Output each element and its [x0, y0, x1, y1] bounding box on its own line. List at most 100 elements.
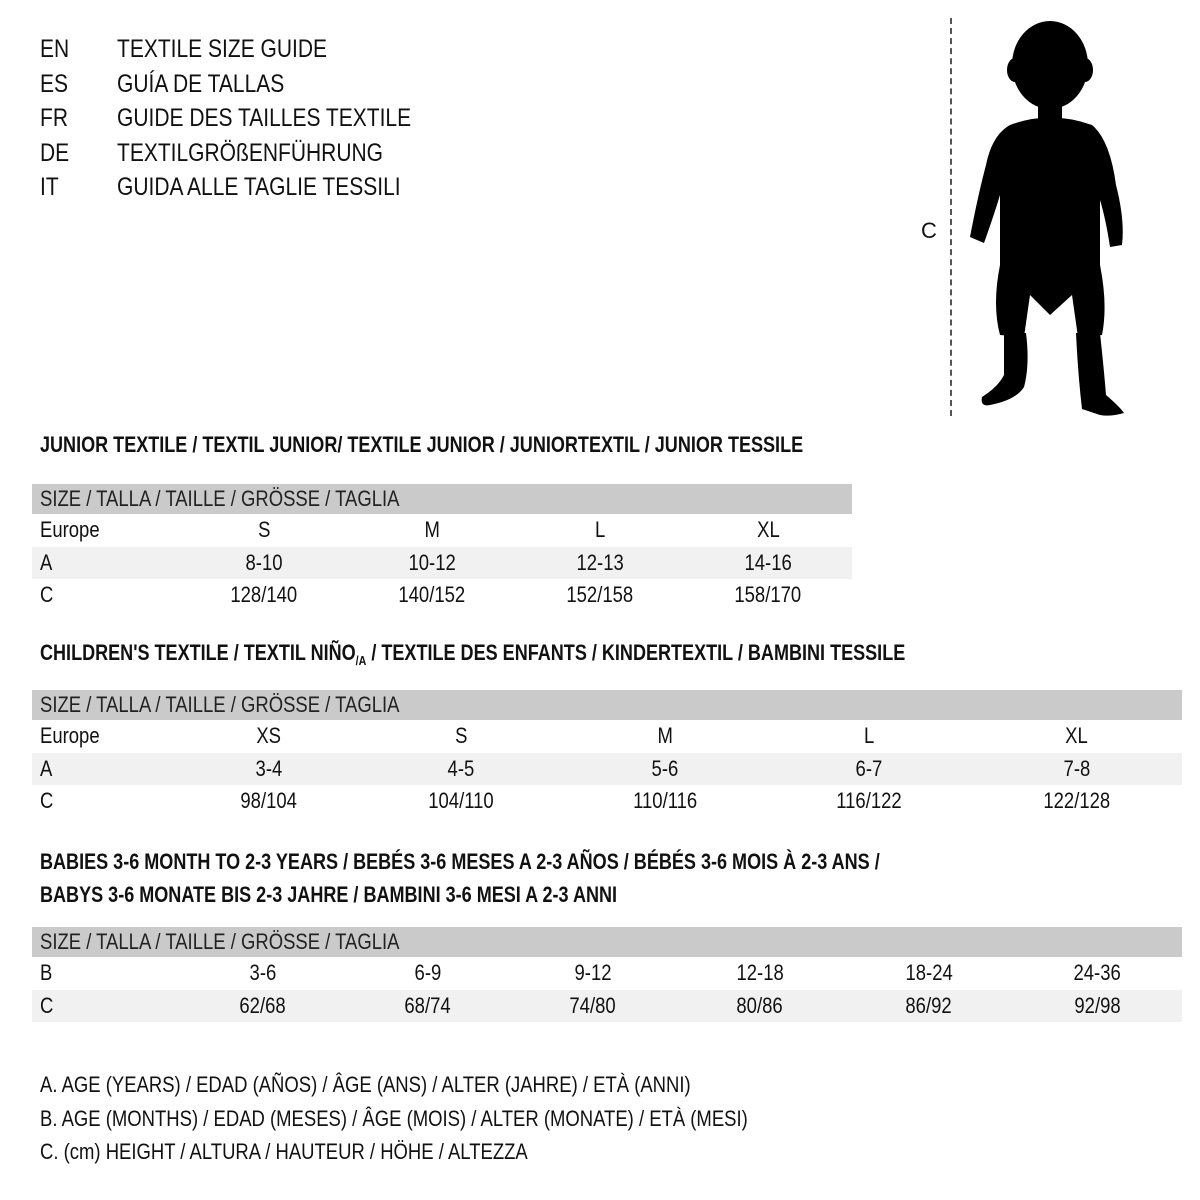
- row-label-cell: B: [32, 957, 180, 990]
- table-row: Europe S M L XL: [32, 514, 852, 547]
- cell-value: 128/140: [230, 582, 298, 608]
- cell-value: 110/116: [632, 788, 697, 814]
- cell-value: M: [657, 723, 673, 749]
- babies-heading-line-2: BABYS 3-6 MONATE BIS 2-3 JAHRE / BAMBINI…: [40, 882, 744, 908]
- cell-value: 68/74: [404, 992, 451, 1018]
- children-heading: CHILDREN'S TEXTILE / TEXTIL NIÑO/A / TEX…: [40, 640, 1095, 668]
- cell-value: 92/98: [1074, 992, 1121, 1018]
- language-titles: EN TEXTILE SIZE GUIDE ES GUÍA DE TALLAS FR…: [0, 32, 500, 207]
- lang-title: TEXTILE SIZE GUIDE: [117, 35, 328, 63]
- table-cell: 8-10: [180, 546, 348, 579]
- row-label-cell: C: [32, 989, 180, 1022]
- table-row: C 128/140 140/152 152/158 158/170: [32, 579, 852, 612]
- size-header-row: SIZE / TALLA / TAILLE / GRÖSSE / TAGLIA: [32, 927, 1182, 957]
- row-label: C: [40, 992, 54, 1018]
- table-cell: L: [766, 720, 972, 753]
- children-heading-text-rest: / TEXTILE DES ENFANTS / KINDERTEXTIL / B…: [366, 640, 906, 665]
- cell-value: 12-18: [736, 960, 784, 986]
- size-header-row: SIZE / TALLA / TAILLE / GRÖSSE / TAGLIA: [32, 484, 852, 514]
- cell-value: 6-7: [855, 755, 883, 781]
- cell-value: 3-4: [255, 755, 283, 781]
- table-cell: 3-6: [180, 957, 345, 990]
- table-cell: 10-12: [348, 546, 516, 579]
- height-measure-line: [950, 18, 952, 416]
- table-row: B 3-6 6-9 9-12 12-18 18-24 24-36: [32, 957, 1182, 990]
- cell-value: 74/80: [569, 992, 617, 1018]
- size-header-row: SIZE / TALLA / TAILLE / GRÖSSE / TAGLIA: [32, 690, 1182, 720]
- legend-text: B. AGE (MONTHS) / EDAD (MESES) / ÂGE (MO…: [40, 1106, 748, 1131]
- table-cell: 92/98: [1013, 989, 1182, 1022]
- children-heading-subscript: /A: [355, 653, 367, 668]
- cell-value: 140/152: [398, 582, 466, 608]
- table-cell: 140/152: [348, 579, 516, 612]
- cell-value: XL: [756, 517, 780, 543]
- table-cell: M: [564, 720, 766, 753]
- lang-code: IT: [40, 173, 59, 201]
- size-header-label: SIZE / TALLA / TAILLE / GRÖSSE / TAGLIA: [40, 929, 400, 954]
- junior-heading-text: JUNIOR TEXTILE / TEXTIL JUNIOR/ TEXTILE …: [40, 432, 804, 457]
- lang-code: DE: [40, 138, 70, 167]
- cell-value: L: [863, 723, 874, 749]
- junior-size-table: SIZE / TALLA / TAILLE / GRÖSSE / TAGLIA E…: [32, 484, 852, 612]
- table-cell: M: [348, 514, 516, 547]
- cell-value: 10-12: [408, 549, 456, 575]
- table-row: A 8-10 10-12 12-13 14-16: [32, 546, 852, 579]
- lang-title: GUIDA ALLE TAGLIE TESSILI: [117, 173, 401, 201]
- lang-code: EN: [40, 35, 70, 63]
- table-cell: 6-9: [345, 957, 510, 990]
- cell-value: 12-13: [576, 549, 624, 575]
- row-label: C: [40, 788, 54, 814]
- legend-a: A. AGE (YEARS) / EDAD (AÑOS) / ÂGE (ANS)…: [40, 1072, 815, 1098]
- cell-value: 104/110: [428, 788, 494, 814]
- cell-value: 4-5: [447, 755, 475, 781]
- cell-value: 8-10: [245, 549, 283, 575]
- cell-value: M: [424, 517, 440, 543]
- cell-value: 80/86: [736, 992, 784, 1018]
- cell-value: 86/92: [905, 992, 952, 1018]
- table-cell: 68/74: [345, 989, 511, 1022]
- cell-value: 3-6: [249, 960, 276, 986]
- lang-title: GUÍA DE TALLAS: [117, 69, 285, 98]
- table-cell: 9-12: [510, 957, 675, 990]
- table-cell: 74/80: [510, 989, 676, 1022]
- table-cell: 62/68: [180, 989, 346, 1022]
- cell-value: 6-9: [414, 960, 442, 986]
- lang-code: FR: [40, 104, 68, 132]
- cell-value: S: [257, 517, 271, 543]
- legend-c: C. (cm) HEIGHT / ALTURA / HAUTEUR / HÖHE…: [40, 1139, 621, 1165]
- table-cell: XS: [180, 720, 358, 753]
- row-label: Europe: [40, 517, 100, 543]
- legend-text: C. (cm) HEIGHT / ALTURA / HAUTEUR / HÖHE…: [40, 1139, 528, 1164]
- table-cell: 152/158: [516, 579, 684, 612]
- table-cell: 128/140: [180, 579, 348, 612]
- table-row: A 3-4 4-5 5-6 6-7 7-8: [32, 752, 1182, 785]
- cell-value: 62/68: [239, 992, 286, 1018]
- row-label-cell: Europe: [32, 514, 180, 547]
- babies-heading-line-1: BABIES 3-6 MONTH TO 2-3 YEARS / BEBÉS 3-…: [40, 849, 1064, 875]
- row-label: Europe: [40, 723, 100, 749]
- table-cell: 4-5: [357, 752, 564, 785]
- size-header-cell: SIZE / TALLA / TAILLE / GRÖSSE / TAGLIA: [32, 484, 852, 514]
- cell-value: 122/128: [1043, 788, 1111, 814]
- row-label: A: [40, 755, 53, 781]
- lang-code: ES: [40, 69, 69, 98]
- table-cell: 80/86: [675, 989, 845, 1022]
- size-header-cell: SIZE / TALLA / TAILLE / GRÖSSE / TAGLIA: [32, 690, 1182, 720]
- table-cell: 14-16: [684, 546, 852, 579]
- table-cell: 24-36: [1013, 957, 1182, 990]
- cell-value: 98/104: [240, 788, 298, 814]
- cell-value: XL: [1065, 723, 1089, 749]
- table-cell: 12-18: [676, 957, 845, 990]
- row-label-cell: C: [32, 579, 180, 612]
- cell-value: 116/122: [835, 788, 902, 814]
- table-cell: 122/128: [972, 785, 1182, 818]
- cell-value: 7-8: [1063, 755, 1091, 781]
- legend-text: A. AGE (YEARS) / EDAD (AÑOS) / ÂGE (ANS)…: [40, 1072, 691, 1097]
- junior-heading: JUNIOR TEXTILE / TEXTIL JUNIOR/ TEXTILE …: [40, 432, 971, 458]
- cell-value: 24-36: [1073, 960, 1122, 986]
- table-cell: S: [180, 514, 348, 547]
- table-cell: 12-13: [516, 546, 684, 579]
- cell-value: 9-12: [574, 960, 612, 986]
- row-label: B: [40, 960, 53, 986]
- table-cell: 116/122: [766, 785, 972, 818]
